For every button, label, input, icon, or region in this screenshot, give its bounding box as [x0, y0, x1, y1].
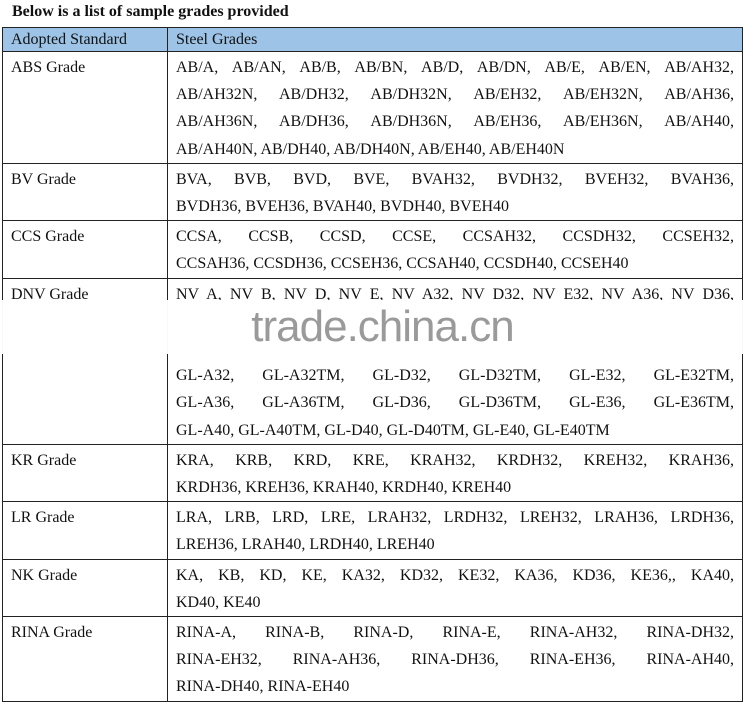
- grades-line: NV A, NV B, NV D, NV E, NV A32, NV D32, …: [176, 285, 734, 303]
- table-row: ABS Grade AB/A, AB/AN, AB/B, AB/BN, AB/D,…: [2, 51, 743, 164]
- grades-line: LRA, LRB, LRD, LRE, LRAH32, LRDH32, LREH…: [176, 509, 734, 527]
- grades-line: CCSAH36, CCSDH36, CCSEH36, CCSAH40, CCSD…: [176, 255, 629, 273]
- grades-line: RINA-A, RINA-B, RINA-D, RINA-E, RINA-AH3…: [176, 624, 734, 642]
- grades-line: LREH36, LRAH40, LRDH40, LREH40: [176, 536, 435, 554]
- table-row: RINA Grade RINA-A, RINA-B, RINA-D, RINA-E…: [2, 616, 743, 702]
- grades-cell: AB/A, AB/AN, AB/B, AB/BN, AB/D, AB/DN, A…: [167, 51, 743, 164]
- grades-line: KD40, KE40: [176, 593, 261, 611]
- table-row: LR Grade LRA, LRB, LRD, LRE, LRAH32, LRDH…: [2, 501, 743, 560]
- grades-cell: RINA-A, RINA-B, RINA-D, RINA-E, RINA-AH3…: [167, 616, 743, 702]
- grades-cell: CCSA, CCSB, CCSD, CCSE, CCSAH32, CCSDH32…: [167, 220, 743, 279]
- grades-line: GL-A36, GL-A36TM, GL-D36, GL-D36TM, GL-E…: [176, 394, 734, 412]
- grades-line: KA, KB, KD, KE, KA32, KD32, KE32, KA36, …: [176, 566, 734, 584]
- grades-cell: BVA, BVB, BVD, BVE, BVAH32, BVDH32, BVEH…: [167, 162, 743, 222]
- grades-line: GL-A40, GL-A40TM, GL-D40, GL-D40TM, GL-E…: [176, 421, 610, 439]
- watermark: trade.china.cn: [251, 302, 514, 351]
- standard-cell: RINA Grade: [2, 616, 168, 702]
- standard-cell: KR Grade: [2, 443, 168, 503]
- watermark-band: [0, 300, 745, 354]
- table-row: NK Grade KA, KB, KD, KE, KA32, KD32, KE32…: [2, 558, 743, 618]
- table-row: CCS Grade CCSA, CCSB, CCSD, CCSE, CCSAH32…: [2, 220, 743, 279]
- table-header-row: Adopted Standard Steel Grades: [2, 27, 743, 52]
- standard-cell: ABS Grade: [2, 51, 168, 164]
- header-adopted-standard: Adopted Standard: [2, 27, 168, 52]
- standard-cell: BV Grade: [2, 162, 168, 222]
- grades-line: AB/AH40N, AB/DH40, AB/DH40N, AB/EH40, AB…: [176, 140, 565, 158]
- standard-cell: LR Grade: [2, 501, 168, 560]
- grades-line: BVDH36, BVEH36, BVAH40, BVDH40, BVEH40: [176, 198, 510, 216]
- grades-cell: LRA, LRB, LRD, LRE, LRAH32, LRDH32, LREH…: [167, 501, 743, 560]
- grades-line: RINA-EH32, RINA-AH36, RINA-DH36, RINA-EH…: [176, 651, 734, 669]
- grades-table: Adopted Standard Steel Grades ABS Grade A…: [2, 27, 743, 702]
- table-row: KR Grade KRA, KRB, KRD, KRE, KRAH32, KRDH…: [2, 443, 743, 503]
- grades-line: KRDH36, KREH36, KRAH40, KRDH40, KREH40: [176, 479, 512, 497]
- grades-cell: KA, KB, KD, KE, KA32, KD32, KE32, KA36, …: [167, 558, 743, 618]
- standard-cell: NK Grade: [2, 558, 168, 618]
- grades-line: AB/A, AB/AN, AB/B, AB/BN, AB/D, AB/DN, A…: [176, 59, 734, 76]
- grades-line: GL-A32, GL-A32TM, GL-D32, GL-D32TM, GL-E…: [176, 367, 734, 385]
- document-title: Below is a list of sample grades provide…: [12, 3, 289, 20]
- grades-line: RINA-DH40, RINA-EH40: [176, 678, 350, 696]
- header-steel-grades: Steel Grades: [167, 27, 743, 52]
- standard-cell: CCS Grade: [2, 220, 168, 279]
- grades-line: BVA, BVB, BVD, BVE, BVAH32, BVDH32, BVEH…: [176, 170, 734, 188]
- grades-cell: KRA, KRB, KRD, KRE, KRAH32, KRDH32, KREH…: [167, 443, 743, 503]
- grades-line: AB/AH36N, AB/DH36, AB/DH36N, AB/EH36, AB…: [176, 113, 734, 131]
- table-row: BV Grade BVA, BVB, BVD, BVE, BVAH32, BVDH…: [2, 162, 743, 222]
- grades-line: CCSA, CCSB, CCSD, CCSE, CCSAH32, CCSDH32…: [176, 228, 734, 246]
- grades-line: KRA, KRB, KRD, KRE, KRAH32, KRDH32, KREH…: [176, 451, 734, 469]
- grades-line: AB/AH32N, AB/DH32, AB/DH32N, AB/EH32, AB…: [176, 86, 734, 104]
